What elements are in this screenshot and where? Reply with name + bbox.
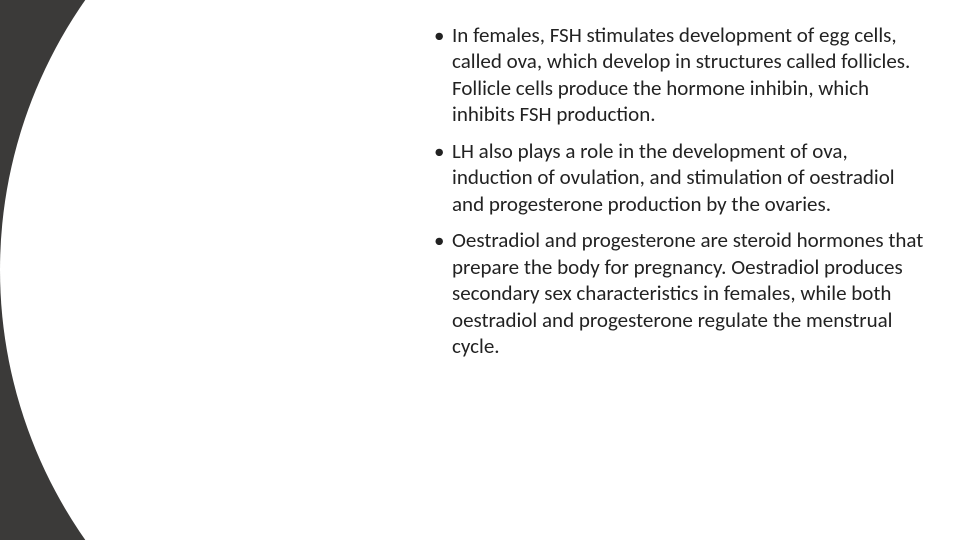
content-panel: In females, FSH stimulates development o…: [400, 0, 960, 540]
bullet-list: In females, FSH stimulates development o…: [430, 22, 924, 369]
bullet-item: LH also plays a role in the development …: [430, 138, 924, 217]
bullet-item: In females, FSH stimulates development o…: [430, 22, 924, 128]
bullet-item: Oestradiol and progesterone are steroid …: [430, 227, 924, 359]
slide: Regulation of the Female Reproductive Sy…: [0, 0, 960, 540]
title-panel: Regulation of the Female Reproductive Sy…: [0, 0, 400, 540]
slide-title: Regulation of the Female Reproductive Sy…: [0, 173, 400, 367]
